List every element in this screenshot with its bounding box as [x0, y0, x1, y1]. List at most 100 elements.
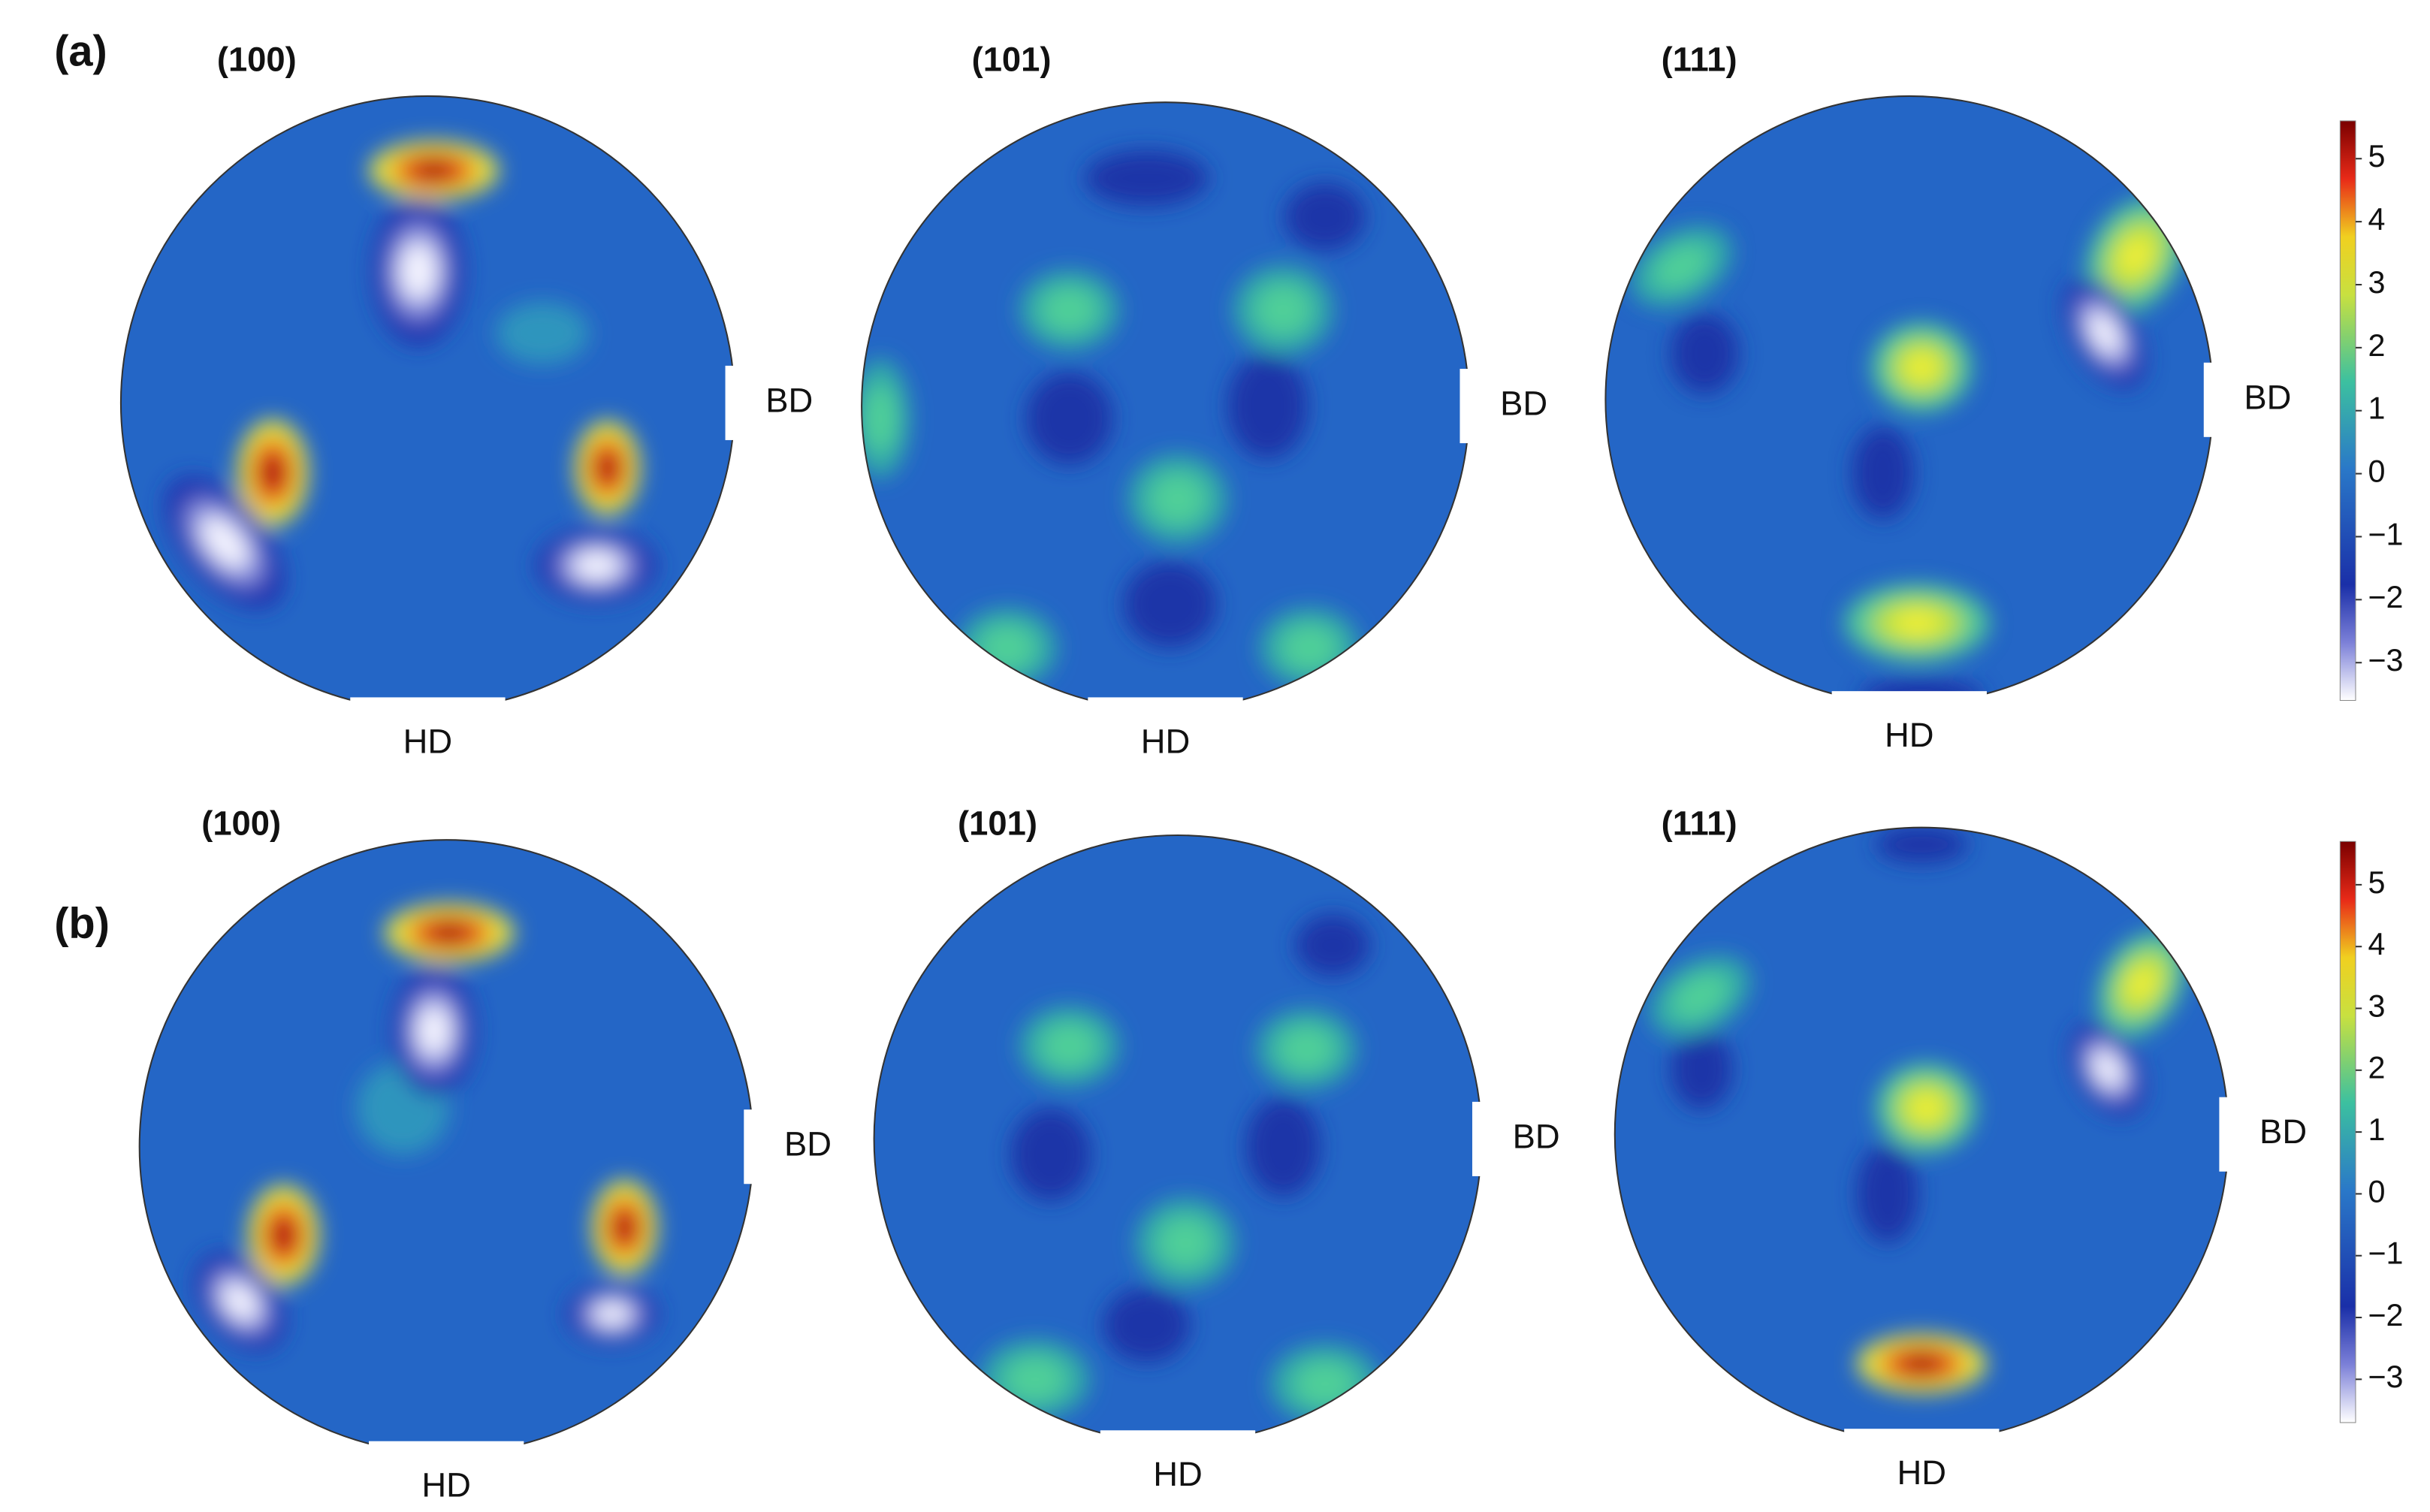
intensity-blob [1852, 426, 1914, 520]
colorbar-tick-label: −2 [2368, 580, 2403, 614]
pole-disk [862, 102, 1469, 710]
intensity-blob [1671, 973, 1728, 1019]
colorbar-tick-label: 0 [2368, 454, 2385, 489]
hd-notch [1831, 691, 1987, 723]
pole-figure [861, 101, 1494, 729]
intensity-blob [417, 1004, 451, 1057]
pole-figure [1604, 95, 2238, 723]
bd-notch [744, 1109, 778, 1185]
intensity-blob [1025, 372, 1113, 465]
bd-label: BD [2244, 378, 2291, 416]
intensity-blob [593, 1302, 631, 1326]
pole-figure [138, 839, 778, 1472]
intensity-blob [1856, 1143, 1919, 1243]
bd-notch [2219, 1097, 2253, 1172]
intensity-map [980, 914, 1380, 1424]
intensity-map [1631, 198, 2185, 704]
intensity-blob [1295, 914, 1370, 976]
intensity-blob [418, 163, 450, 178]
intensity-blob [1875, 827, 1969, 864]
hd-label: HD [421, 1466, 471, 1504]
intensity-blob [617, 1216, 632, 1239]
intensity-blob [1085, 150, 1209, 207]
intensity-blob [1671, 1028, 1733, 1110]
intensity-blob [2087, 311, 2121, 355]
intensity-blob [2119, 236, 2152, 275]
colorbar-tick-label: 0 [2368, 1174, 2385, 1209]
intensity-blob [572, 551, 621, 581]
intensity-blob [1103, 1287, 1191, 1363]
intensity-map [194, 903, 659, 1351]
intensity-map [165, 140, 657, 609]
intensity-map [862, 150, 1366, 688]
bd-notch [1472, 1101, 1507, 1176]
intensity-blob [1010, 1108, 1091, 1201]
intensity-blob [1227, 353, 1309, 459]
pole-title: (111) [1662, 41, 1737, 79]
bd-notch [1460, 369, 1494, 444]
colorbar-tick-label: 3 [2368, 265, 2385, 300]
panel-label: (b) [54, 900, 110, 948]
colorbar-tick-label: −2 [2368, 1298, 2403, 1332]
hd-label: HD [1141, 722, 1191, 760]
intensity-blob [1281, 625, 1338, 671]
intensity-blob [264, 460, 282, 485]
intensity-blob [1906, 1357, 1937, 1371]
intensity-blob [1004, 1357, 1067, 1402]
hd-notch [369, 1441, 524, 1472]
intensity-blob [1294, 1361, 1356, 1407]
pole-figure [119, 95, 759, 729]
colorbar-tick-label: 4 [2368, 202, 2385, 237]
colorbar-tick-label: 2 [2368, 328, 2385, 363]
intensity-blob [1041, 1023, 1097, 1069]
pole-disk [874, 835, 1482, 1443]
colorbar-tick-label: 3 [2368, 988, 2385, 1023]
bd-label: BD [784, 1125, 832, 1163]
pole-title: (101) [958, 804, 1037, 843]
pole-title: (100) [217, 41, 297, 79]
pole-figure [1613, 826, 2253, 1460]
hd-label: HD [1897, 1453, 1947, 1492]
hd-label: HD [1885, 716, 1934, 754]
hd-notch [1088, 697, 1243, 729]
colorbar [2339, 120, 2356, 702]
bd-label: BD [1500, 385, 1547, 423]
intensity-blob [1909, 1093, 1943, 1123]
hd-notch [1100, 1430, 1256, 1462]
bd-label: BD [1513, 1117, 1560, 1155]
pole-figure [873, 834, 1507, 1462]
intensity-blob [1653, 243, 1710, 290]
intensity-blob [1255, 285, 1312, 336]
intensity-blob [1284, 183, 1366, 252]
intensity-map [1650, 827, 2186, 1393]
intensity-blob [1123, 560, 1217, 648]
intensity-blob [201, 515, 249, 569]
bd-label: BD [765, 381, 813, 419]
intensity-blob [1905, 352, 1939, 382]
intensity-blob [400, 241, 437, 301]
intensity-blob [222, 1281, 259, 1322]
intensity-blob [275, 1223, 292, 1248]
hd-label: HD [403, 722, 453, 760]
pole-title: (100) [201, 804, 281, 843]
pole-title: (101) [972, 41, 1052, 79]
intensity-blob [2127, 966, 2157, 1002]
colorbar-tick-label: 2 [2368, 1051, 2385, 1085]
intensity-blob [599, 457, 615, 479]
bd-label: BD [2259, 1112, 2307, 1151]
intensity-blob [1892, 610, 1942, 636]
colorbar-tick-label: 1 [2368, 1112, 2385, 1147]
bd-notch [2203, 362, 2238, 437]
intensity-blob [863, 385, 898, 452]
colorbar-tick-label: −3 [2368, 1360, 2403, 1394]
intensity-blob [1245, 1097, 1321, 1197]
colorbar-tick-label: 5 [2368, 139, 2385, 174]
intensity-blob [496, 302, 589, 364]
hd-label: HD [1153, 1455, 1203, 1493]
pole-title: (111) [1662, 804, 1737, 843]
colorbar [2339, 841, 2356, 1423]
hd-notch [350, 697, 506, 729]
intensity-blob [1041, 287, 1097, 333]
intensity-blob [1149, 473, 1206, 524]
intensity-blob [979, 625, 1036, 671]
